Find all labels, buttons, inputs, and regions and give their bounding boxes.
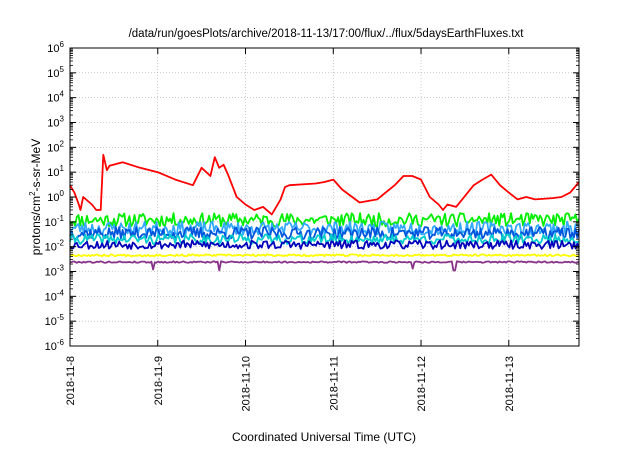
y-tick-label: 106 — [47, 40, 64, 55]
series-layer — [69, 153, 580, 272]
y-tick-base: 10 — [47, 93, 59, 105]
y-tick-base: 10 — [47, 192, 59, 204]
y-tick-base: 10 — [47, 118, 59, 130]
series-line-1 — [69, 212, 580, 228]
x-tick-label: 2018-11-10 — [241, 356, 253, 411]
y-tick-exponent: 1 — [60, 164, 65, 173]
y-tick-label: 102 — [47, 139, 64, 154]
series-line-6 — [69, 253, 580, 258]
x-tick-label: 2018-11-13 — [504, 356, 516, 411]
y-tick-base: 10 — [45, 217, 57, 229]
y-tick-base: 10 — [45, 291, 57, 303]
y-tick-exponent: -3 — [57, 264, 65, 273]
y-tick-base: 10 — [47, 43, 59, 55]
y-tick-base: 10 — [47, 167, 59, 179]
y-tick-label: 105 — [47, 65, 64, 80]
series-line-5 — [69, 239, 580, 250]
y-tick-base: 10 — [45, 341, 57, 353]
series-line-7 — [69, 260, 580, 272]
y-axis-label-sup: 2 — [28, 191, 37, 196]
y-tick-exponent: 2 — [60, 139, 65, 148]
y-tick-exponent: 0 — [60, 189, 65, 198]
y-tick-exponent: -6 — [57, 338, 65, 347]
y-tick-label: 10-1 — [45, 214, 65, 229]
series-line-3 — [69, 226, 580, 241]
chart-title: /data/run/goesPlots/archive/2018-11-13/1… — [129, 28, 525, 40]
y-tick-exponent: 5 — [60, 65, 65, 74]
y-tick-label: 10-4 — [45, 288, 65, 303]
x-tick-label: 2018-11-11 — [328, 356, 340, 411]
axis-ticks: 10610510410310210110010-110-210-310-410-… — [45, 40, 579, 411]
x-tick-label: 2018-11-8 — [65, 356, 77, 405]
svg-text:protons/cm2-s-sr-MeV: protons/cm2-s-sr-MeV — [28, 139, 43, 255]
y-axis-label-prefix: protons/cm — [29, 196, 43, 255]
y-tick-base: 10 — [47, 68, 59, 80]
y-tick-base: 10 — [45, 316, 57, 328]
series-line-0 — [69, 153, 580, 216]
y-axis-label-suffix: -s-sr-MeV — [29, 139, 43, 192]
grid-lines — [70, 48, 579, 346]
y-tick-base: 10 — [45, 242, 57, 254]
series-line-4 — [69, 233, 580, 245]
y-tick-base: 10 — [45, 267, 57, 279]
y-tick-exponent: -2 — [57, 239, 65, 248]
y-tick-base: 10 — [47, 142, 59, 154]
y-tick-exponent: 3 — [60, 115, 65, 124]
y-tick-exponent: 6 — [60, 40, 65, 49]
y-tick-label: 103 — [47, 115, 64, 130]
y-tick-exponent: 4 — [60, 90, 65, 99]
y-axis-label: protons/cm2-s-sr-MeV — [28, 139, 43, 255]
y-tick-label: 10-2 — [45, 239, 65, 254]
x-axis-label: Coordinated Universal Time (UTC) — [232, 430, 416, 444]
y-tick-exponent: -5 — [57, 313, 65, 322]
x-tick-label: 2018-11-12 — [416, 356, 428, 411]
y-tick-exponent: -4 — [57, 288, 65, 297]
y-tick-label: 10-6 — [45, 338, 65, 353]
y-tick-label: 104 — [47, 90, 64, 105]
x-tick-label: 2018-11-9 — [153, 356, 165, 405]
y-tick-label: 101 — [47, 164, 64, 179]
y-tick-label: 10-3 — [45, 264, 65, 279]
y-tick-label: 100 — [47, 189, 64, 204]
y-tick-label: 10-5 — [45, 313, 65, 328]
y-tick-exponent: -1 — [57, 214, 65, 223]
